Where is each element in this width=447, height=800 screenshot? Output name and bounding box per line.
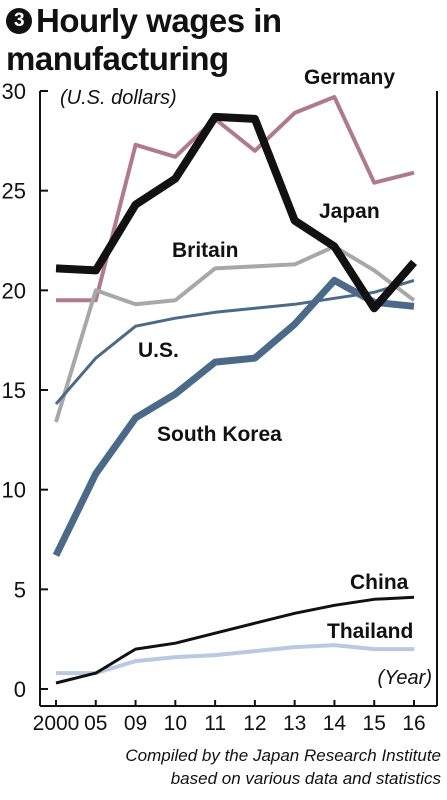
y-axis-title: (U.S. dollars) xyxy=(60,87,177,109)
series-line-germany xyxy=(56,95,415,303)
y-tick-label: 0 xyxy=(14,677,26,702)
series-label-china: China xyxy=(350,571,409,594)
source-line-2: based on various data and statistics xyxy=(170,769,441,788)
series-label-japan: Japan xyxy=(319,200,380,223)
y-tick-label: 10 xyxy=(2,478,26,503)
x-tick-label: 16 xyxy=(402,712,425,735)
series-lines xyxy=(52,95,418,685)
x-tick-label: 09 xyxy=(124,712,147,735)
y-tick-label: 25 xyxy=(2,179,26,204)
y-tick-label: 30 xyxy=(2,79,26,104)
chart-title-line-1: 3 Hourly wages in xyxy=(6,2,282,40)
y-tick-label: 5 xyxy=(14,577,26,602)
series-line-u-s xyxy=(54,278,415,405)
series-line-thailand xyxy=(56,643,414,676)
x-tick-label: 14 xyxy=(323,712,347,735)
series-label-south-korea: South Korea xyxy=(157,423,282,446)
series-line-britain xyxy=(54,244,416,423)
title-text-1: Hourly wages in xyxy=(36,2,282,39)
source-line-1: Compiled by the Japan Research Institute xyxy=(125,746,441,765)
x-tick-label: 11 xyxy=(204,712,226,735)
series-label-britain: Britain xyxy=(172,239,239,262)
series-line-japan xyxy=(55,112,418,313)
series-label-germany: Germany xyxy=(304,66,395,89)
source-note: Compiled by the Japan Research Institute… xyxy=(125,744,441,790)
y-tick-label: 15 xyxy=(2,378,26,403)
x-tick-label: 2000 xyxy=(33,712,80,735)
figure-number-badge: 3 xyxy=(6,8,32,34)
x-tick-label: 15 xyxy=(363,712,386,735)
x-tick-label: 10 xyxy=(164,712,187,735)
series-labels: Germany Britain U.S. Japan South Korea China T… xyxy=(138,66,413,643)
x-tick-label: 12 xyxy=(243,712,266,735)
series-label-u-s: U.S. xyxy=(138,339,179,362)
chart-title-line-2: manufacturing xyxy=(6,40,229,77)
chart-title: 3 Hourly wages in manufacturing xyxy=(6,2,282,78)
series-line-china xyxy=(55,595,415,685)
y-tick-label: 20 xyxy=(2,278,26,303)
series-line-south-korea xyxy=(52,276,415,557)
x-axis-title: (Year) xyxy=(378,667,432,689)
series-label-thailand: Thailand xyxy=(327,620,413,643)
x-tick-label: 13 xyxy=(283,712,306,735)
x-tick-label: 05 xyxy=(84,712,107,735)
